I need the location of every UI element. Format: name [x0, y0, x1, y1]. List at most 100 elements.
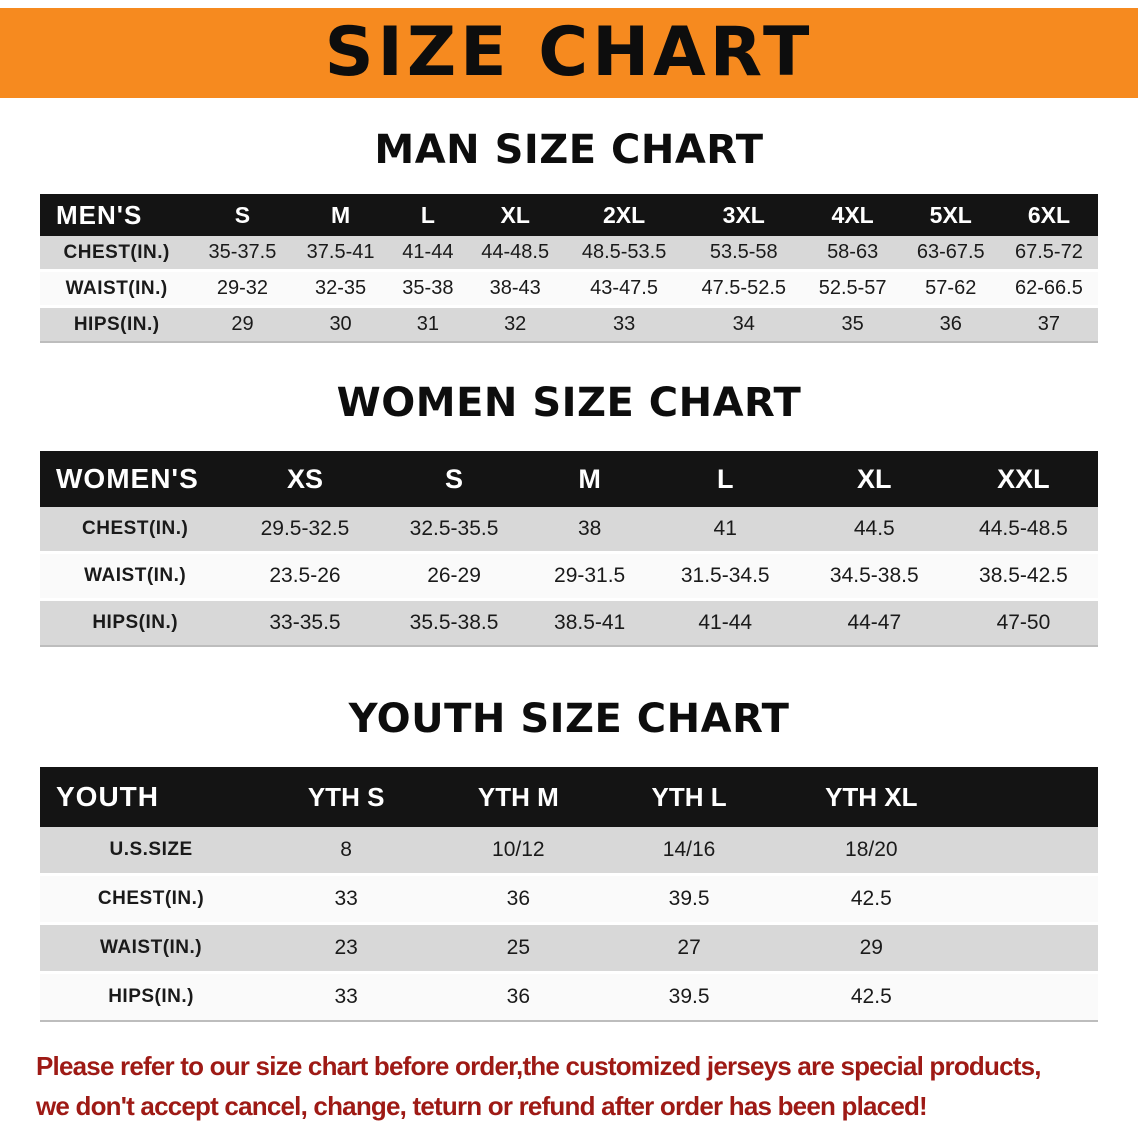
row-label: U.S.SIZE — [40, 827, 263, 876]
table-cell: 35 — [803, 306, 902, 343]
table-cell: 41 — [650, 507, 800, 554]
size-chart-banner: SIZE CHART — [0, 8, 1138, 98]
row-label: CHEST(IN.) — [40, 874, 263, 925]
table-cell: 36 — [430, 874, 607, 925]
table-cell: 57-62 — [901, 270, 1000, 308]
disclaimer-line: we don't accept cancel, change, teturn o… — [36, 1091, 928, 1121]
table-cell: 27 — [606, 923, 772, 974]
table-row: CHEST(IN.) 33 36 39.5 42.5 — [40, 874, 1098, 925]
youth-size-table: YOUTH YTH S YTH M YTH L YTH XL U.S.SIZE 8 10/12… — [40, 767, 1098, 1022]
size-column-header: YTH XL — [771, 767, 972, 827]
table-header-row: YOUTH YTH S YTH M YTH L YTH XL — [40, 767, 1098, 827]
table-cell: 53.5-58 — [683, 236, 804, 272]
table-header-row: MEN'S S M L XL 2XL 3XL 4XL 5XL 6XL — [40, 194, 1098, 236]
table-row: WAIST(IN.) 29-32 32-35 35-38 38-43 43-47.5 47.… — [40, 270, 1098, 308]
table-cell: 35.5-38.5 — [379, 599, 529, 647]
table-row: CHEST(IN.) 29.5-32.5 32.5-35.5 38 41 44.5 44.5… — [40, 507, 1098, 554]
size-column-header: 5XL — [901, 194, 1000, 236]
men-size-table-wrap: MEN'S S M L XL 2XL 3XL 4XL 5XL 6XL CHEST(IN.) 35-37… — [40, 194, 1098, 343]
table-header-row: WOMEN'S XS S M L XL XXL — [40, 451, 1098, 507]
women-size-section: WOMEN SIZE CHART WOMEN'S XS S M L XL XXL CHEST(… — [0, 381, 1138, 647]
table-cell: 23.5-26 — [230, 552, 380, 601]
men-size-section: MAN SIZE CHART MEN'S S M L XL 2XL 3XL 4XL 5XL 6XL… — [0, 128, 1138, 343]
table-cell: 41-44 — [389, 236, 467, 272]
size-column-header: S — [193, 194, 292, 236]
size-column-header: XS — [230, 451, 380, 507]
size-column-header: 4XL — [803, 194, 902, 236]
table-cell: 39.5 — [606, 874, 772, 925]
table-row: HIPS(IN.) 33 36 39.5 42.5 — [40, 972, 1098, 1022]
table-cell: 42.5 — [771, 874, 972, 925]
table-cell: 38.5-41 — [528, 599, 651, 647]
size-column-header: XL — [799, 451, 949, 507]
row-label: WAIST(IN.) — [40, 270, 194, 308]
row-label: CHEST(IN.) — [40, 236, 194, 272]
men-size-table: MEN'S S M L XL 2XL 3XL 4XL 5XL 6XL CHEST(IN.) 35-37… — [40, 194, 1098, 343]
size-column-header: L — [389, 194, 467, 236]
table-cell: 39.5 — [606, 972, 772, 1022]
size-column-header: XXL — [948, 451, 1098, 507]
table-cell: 29-32 — [193, 270, 292, 308]
disclaimer: Please refer to our size chart before or… — [36, 1046, 1128, 1126]
table-cell: 29.5-32.5 — [230, 507, 380, 554]
banner-title: SIZE CHART — [324, 13, 814, 92]
table-cell: 38-43 — [466, 270, 565, 308]
size-column-header: YTH S — [262, 767, 431, 827]
table-row: WAIST(IN.) 23.5-26 26-29 29-31.5 31.5-34.5 34… — [40, 552, 1098, 601]
size-column-header: S — [379, 451, 529, 507]
table-cell: 41-44 — [650, 599, 800, 647]
table-cell: 36 — [901, 306, 1000, 343]
table-cell: 8 — [262, 827, 431, 876]
size-column-header: YTH L — [606, 767, 772, 827]
table-cell: 43-47.5 — [564, 270, 684, 308]
table-cell: 23 — [262, 923, 431, 974]
table-cell: 44-47 — [799, 599, 949, 647]
table-cell: 58-63 — [803, 236, 902, 272]
table-cell: 33-35.5 — [230, 599, 380, 647]
table-cell: 47-50 — [948, 599, 1098, 647]
size-column-header: M — [291, 194, 390, 236]
table-cell: 29 — [771, 923, 972, 974]
row-label: WAIST(IN.) — [40, 923, 263, 974]
youth-size-chart-heading: YOUTH SIZE CHART — [348, 696, 790, 742]
table-cell: 32 — [466, 306, 565, 343]
size-column-header: 3XL — [683, 194, 804, 236]
table-cell: 35-37.5 — [193, 236, 292, 272]
table-cell: 52.5-57 — [803, 270, 902, 308]
spacer-cell — [971, 767, 1098, 827]
table-row: CHEST(IN.) 35-37.5 37.5-41 41-44 44-48.5 48.5… — [40, 236, 1098, 272]
table-cell: 35-38 — [389, 270, 467, 308]
table-cell: 14/16 — [606, 827, 772, 876]
table-cell: 33 — [262, 874, 431, 925]
youth-size-section: YOUTH SIZE CHART YOUTH YTH S YTH M YTH L YTH… — [0, 697, 1138, 1022]
spacer-cell — [971, 923, 1098, 974]
table-cell: 18/20 — [771, 827, 972, 876]
table-row: HIPS(IN.) 29 30 31 32 33 34 35 36 37 — [40, 306, 1098, 343]
table-cell: 44.5 — [799, 507, 949, 554]
size-column-header: 6XL — [999, 194, 1098, 236]
size-column-header: YTH M — [430, 767, 607, 827]
table-row: U.S.SIZE 8 10/12 14/16 18/20 — [40, 827, 1098, 876]
table-cell: 34 — [683, 306, 804, 343]
table-cell: 30 — [291, 306, 390, 343]
table-cell: 67.5-72 — [999, 236, 1098, 272]
size-column-header: 2XL — [564, 194, 684, 236]
spacer-cell — [971, 827, 1098, 876]
table-cell: 32-35 — [291, 270, 390, 308]
table-cell: 32.5-35.5 — [379, 507, 529, 554]
women-size-table: WOMEN'S XS S M L XL XXL CHEST(IN.) 29.5-32.5 32.5… — [40, 451, 1098, 647]
table-cell: 38.5-42.5 — [948, 552, 1098, 601]
table-cell: 48.5-53.5 — [564, 236, 684, 272]
row-label: CHEST(IN.) — [40, 507, 231, 554]
table-cell: 37 — [999, 306, 1098, 343]
table-cell: 29 — [193, 306, 292, 343]
table-cell: 38 — [528, 507, 651, 554]
table-cell: 34.5-38.5 — [799, 552, 949, 601]
row-label: HIPS(IN.) — [40, 599, 231, 647]
women-size-table-wrap: WOMEN'S XS S M L XL XXL CHEST(IN.) 29.5-32.5 32.5… — [40, 451, 1098, 647]
row-label: HIPS(IN.) — [40, 306, 194, 343]
women-size-chart-heading: WOMEN SIZE CHART — [336, 380, 802, 426]
table-title-cell: MEN'S — [40, 194, 194, 236]
table-cell: 44-48.5 — [466, 236, 565, 272]
